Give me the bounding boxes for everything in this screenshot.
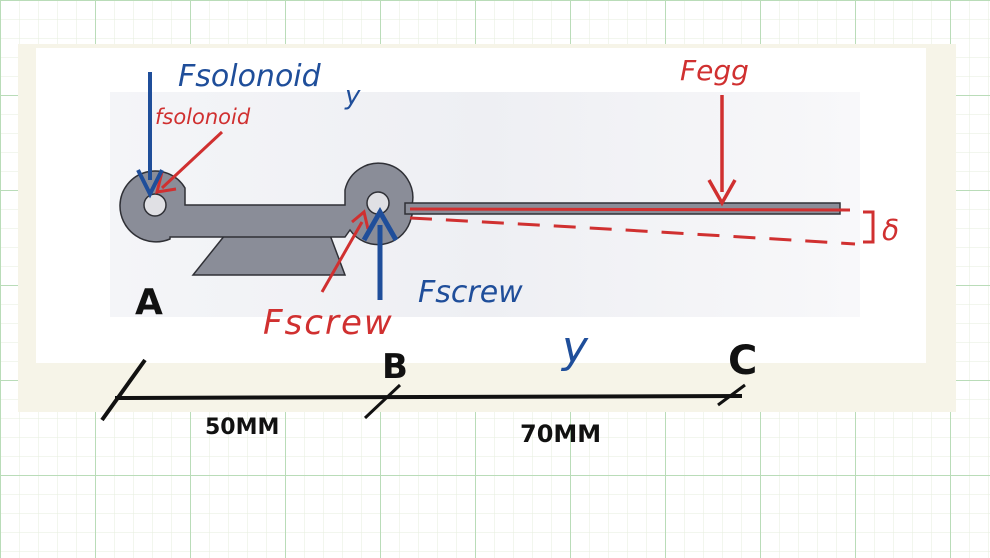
label-f-solenoid: fsolonoid xyxy=(155,105,251,129)
label-f-solenoid-y: Fsolonoid xyxy=(178,59,322,94)
label-point-b: B xyxy=(382,347,408,387)
label-f-screw-red: Fscrew xyxy=(263,303,394,343)
f-solenoid-red-arrow xyxy=(160,130,224,190)
label-f-solenoid-y-subscript: y xyxy=(344,81,361,111)
label-f-screw-blue: Fscrew xyxy=(418,275,523,310)
label-f-egg: Fegg xyxy=(680,54,749,87)
f-screw-y-arrowhead xyxy=(361,206,399,242)
label-f-screw-blue-subscript: y xyxy=(560,322,589,373)
dimension-line xyxy=(114,394,743,400)
f-egg-arrowhead xyxy=(707,179,737,207)
label-dimension-ab: 50MM xyxy=(205,415,279,440)
dimension-tick-c xyxy=(717,383,746,407)
delta-bracket xyxy=(863,210,875,244)
f-screw-red-arrow xyxy=(320,221,364,293)
f-solenoid-y-arrowhead xyxy=(136,169,164,199)
dimension-tick-b xyxy=(363,383,402,420)
f-solenoid-red-arrowhead xyxy=(154,171,177,194)
dimension-tick-a xyxy=(100,358,147,422)
label-delta: δ xyxy=(882,214,899,247)
label-point-c: C xyxy=(728,338,757,384)
deflection-dashed-line xyxy=(409,216,856,246)
pin-hole-a xyxy=(143,193,167,217)
beam-highlight-line xyxy=(409,207,851,212)
label-dimension-bc: 70MM xyxy=(520,420,601,448)
lever-body xyxy=(119,162,414,246)
f-screw-red-arrowhead xyxy=(351,209,370,230)
label-point-a: A xyxy=(135,282,163,323)
